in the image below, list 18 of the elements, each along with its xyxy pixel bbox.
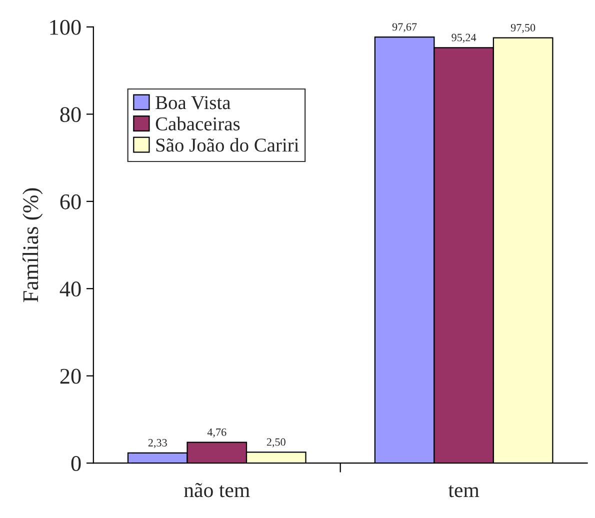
data-label: 97,67 (392, 23, 417, 32)
y-axis-title: Famílias (%) (22, 188, 43, 302)
legend-label: Boa Vista (156, 96, 231, 110)
y-tick-label: 40 (60, 282, 81, 297)
x-tick-label: tem (448, 485, 480, 498)
y-tick-label: 0 (71, 456, 81, 472)
legend-label: São João do Cariri (156, 138, 299, 152)
data-label: 2,33 (148, 439, 167, 448)
data-label: 4,76 (207, 428, 226, 438)
data-label: 2,50 (266, 438, 286, 448)
y-tick-label: 60 (60, 194, 81, 210)
y-tick-label: 80 (60, 107, 81, 122)
data-label: 97,50 (510, 24, 536, 34)
legend-label: Cabaceiras (156, 116, 240, 130)
x-tick-label: não tem (184, 482, 250, 498)
y-tick-label: 100 (50, 20, 81, 35)
data-label: 95,24 (452, 34, 476, 43)
y-tick-label: 20 (60, 368, 81, 384)
